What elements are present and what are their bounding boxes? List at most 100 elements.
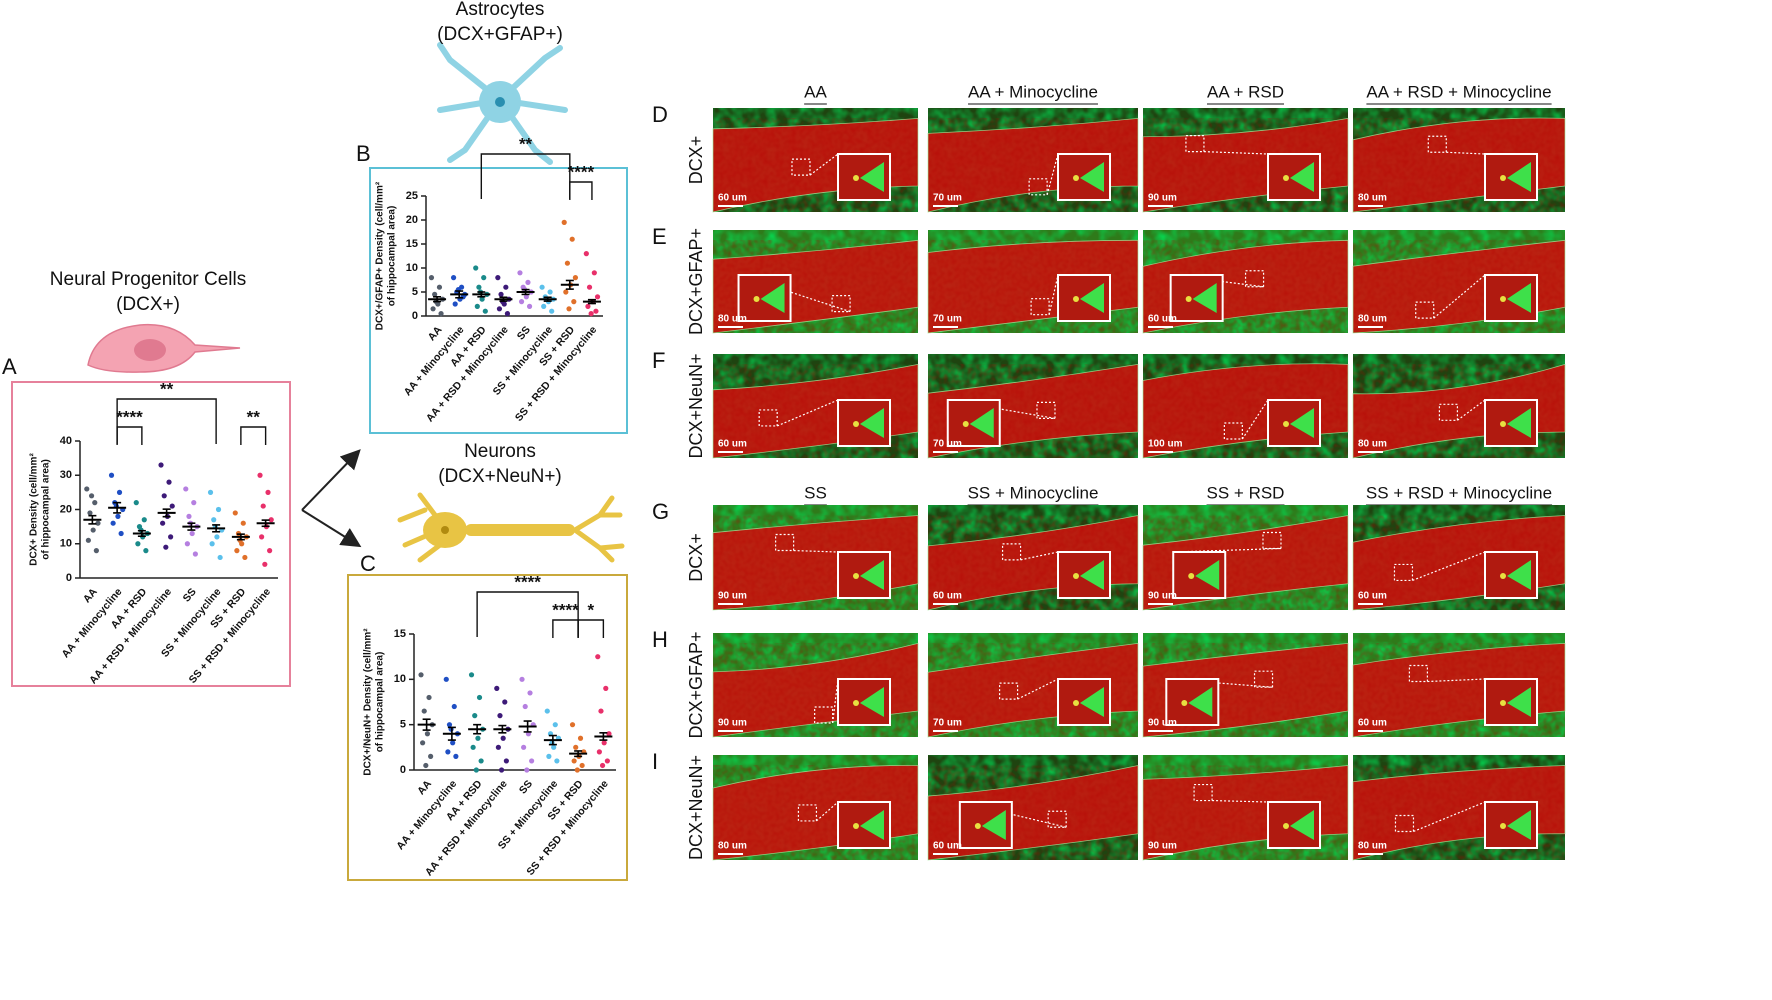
significance-label: **** bbox=[552, 600, 579, 619]
panel-title: Astrocytes bbox=[456, 0, 545, 20]
data-point bbox=[161, 493, 167, 499]
zoom-line bbox=[809, 153, 839, 176]
data-point bbox=[257, 472, 263, 478]
data-point bbox=[529, 758, 535, 764]
roi-box bbox=[791, 158, 811, 176]
micrograph: 60 um bbox=[712, 108, 919, 213]
inset-arrow bbox=[1080, 283, 1104, 313]
data-point bbox=[207, 489, 214, 495]
y-axis-label: DCX+ Density (cell/mm² bbox=[29, 453, 40, 566]
cell-layer-texture bbox=[928, 118, 1138, 212]
inset-cell bbox=[1073, 700, 1079, 706]
data-point bbox=[498, 291, 504, 297]
data-point bbox=[541, 303, 547, 309]
micrograph: 90 um bbox=[1142, 108, 1349, 213]
inset-arrow bbox=[1195, 560, 1220, 590]
data-point bbox=[519, 676, 525, 682]
boundary-trace bbox=[712, 363, 919, 459]
inset-arrow bbox=[1507, 687, 1531, 717]
scale-bar-label: 90 um bbox=[1148, 718, 1177, 729]
y-tick-label: 25 bbox=[406, 190, 418, 202]
data-point bbox=[476, 694, 483, 701]
inset-arrow bbox=[1290, 810, 1314, 840]
data-point bbox=[504, 311, 511, 317]
data-point bbox=[475, 735, 481, 741]
data-point bbox=[183, 486, 189, 492]
column-label: SS bbox=[804, 483, 827, 502]
boundary-trace bbox=[927, 765, 1139, 861]
data-point bbox=[494, 685, 500, 692]
chart-panel: Astrocytes (DCX+GFAP+) B 0 5 10 15 20 25 DCX+/GFA… bbox=[356, 0, 628, 434]
column-label: AA + RSD bbox=[1207, 82, 1284, 101]
significance-label: **** bbox=[568, 162, 595, 181]
panel-title: (DCX+GFAP+) bbox=[437, 24, 563, 45]
micrograph: 60 um bbox=[1142, 230, 1349, 334]
inset-arrow bbox=[981, 810, 1006, 840]
data-point bbox=[595, 654, 601, 660]
scale-bar-label: 60 um bbox=[718, 439, 747, 450]
inset-arrow bbox=[1290, 408, 1314, 438]
zoom-line bbox=[1017, 678, 1059, 700]
data-point bbox=[598, 708, 604, 714]
significance-bracket bbox=[240, 426, 267, 445]
inset-cell bbox=[1283, 421, 1289, 427]
scale-bar-label: 60 um bbox=[1358, 591, 1387, 602]
inset-cell bbox=[853, 573, 859, 579]
scale-bar-label: 90 um bbox=[1148, 193, 1177, 204]
boundary-trace bbox=[927, 363, 1139, 459]
zoom-line bbox=[1046, 153, 1059, 195]
inset-arrow bbox=[760, 283, 785, 313]
boundary-trace bbox=[1142, 642, 1349, 738]
row-letter: E bbox=[652, 224, 667, 249]
significance-bracket bbox=[577, 619, 605, 638]
data-point bbox=[93, 548, 99, 554]
y-tick-label: 15 bbox=[406, 238, 418, 250]
data-point bbox=[110, 520, 116, 526]
significance-label: * bbox=[587, 600, 594, 619]
scale-bar-label: 80 um bbox=[1358, 841, 1387, 852]
micrograph: 80 um bbox=[1352, 108, 1566, 213]
inset-cell bbox=[853, 175, 859, 181]
neuron-illustration bbox=[397, 492, 625, 563]
x-tick-label: AA bbox=[426, 324, 445, 344]
y-tick-label: 0 bbox=[412, 310, 418, 322]
data-point bbox=[240, 520, 246, 526]
data-point bbox=[472, 713, 478, 719]
boundary-trace bbox=[712, 642, 919, 738]
column-label: SS + Minocycline bbox=[968, 483, 1099, 502]
inset-arrow bbox=[1507, 162, 1531, 192]
roi-box bbox=[758, 409, 778, 427]
data-point bbox=[85, 537, 91, 543]
data-point bbox=[574, 767, 580, 773]
data-point bbox=[522, 703, 528, 710]
micrograph: 90 um bbox=[1142, 633, 1349, 738]
y-axis-label: DCX+/GFAP+ Density (cell/mm² bbox=[375, 181, 386, 330]
row-label: DCX+ bbox=[686, 136, 706, 185]
x-tick-label: SS bbox=[515, 324, 533, 342]
scale-bar-label: 70 um bbox=[933, 314, 962, 325]
zoom-line bbox=[776, 399, 839, 427]
panel-box bbox=[11, 381, 291, 687]
data-point bbox=[259, 534, 265, 540]
roi-box bbox=[814, 706, 834, 724]
boundary-trace bbox=[1352, 642, 1566, 738]
roi-box bbox=[775, 533, 795, 552]
data-point bbox=[242, 554, 248, 561]
inset-cell bbox=[1073, 175, 1079, 181]
y-tick-label: 10 bbox=[60, 538, 72, 550]
data-point bbox=[585, 303, 591, 309]
roi-box bbox=[1427, 135, 1447, 153]
inset-cell bbox=[1500, 823, 1506, 829]
column-label: AA + Minocycline bbox=[968, 82, 1098, 101]
data-point bbox=[95, 520, 101, 526]
micrograph: 60 um bbox=[712, 354, 919, 459]
data-point bbox=[168, 534, 174, 540]
scale-bar-label: 60 um bbox=[933, 841, 962, 852]
column-label: SS + RSD + Minocycline bbox=[1366, 483, 1552, 502]
data-point bbox=[211, 517, 217, 523]
inset-arrow bbox=[1192, 283, 1217, 313]
roi-box bbox=[1394, 814, 1415, 833]
inset-cell bbox=[974, 823, 981, 829]
data-point bbox=[141, 517, 147, 523]
